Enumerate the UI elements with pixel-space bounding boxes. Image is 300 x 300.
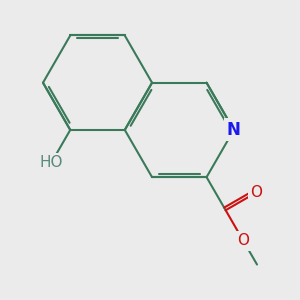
Text: O: O — [237, 233, 249, 248]
Text: O: O — [250, 185, 262, 200]
Text: HO: HO — [39, 155, 63, 170]
Text: N: N — [227, 121, 241, 139]
